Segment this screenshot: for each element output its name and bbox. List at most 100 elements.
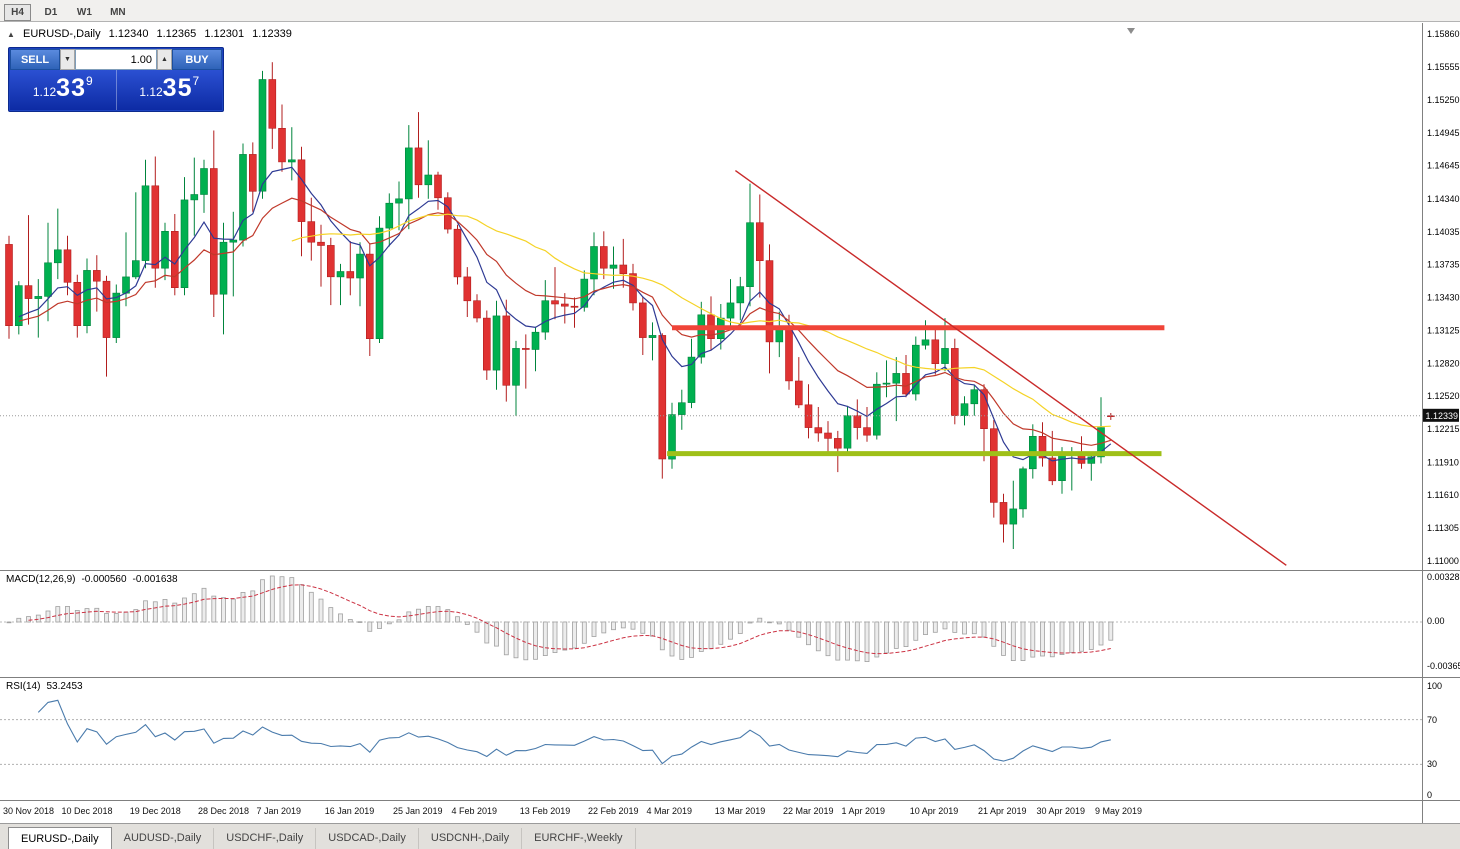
buy-price-sup: 7	[192, 74, 200, 88]
date-tick: 4 Feb 2019	[451, 806, 498, 816]
svg-text:1.11610: 1.11610	[1427, 490, 1459, 500]
tab-usdcad-daily[interactable]: USDCAD-,Daily	[316, 828, 419, 849]
date-tick: 4 Mar 2019	[646, 806, 693, 816]
symbol-marker-icon: ▲	[7, 30, 15, 39]
date-tick: 9 May 2019	[1095, 806, 1143, 816]
rsi-title: RSI(14)	[6, 681, 41, 692]
macd-scale-bottom: -0.003659	[1427, 661, 1460, 671]
ma-mid-red	[18, 197, 1111, 446]
tab-eurusd-daily[interactable]: EURUSD-,Daily	[8, 827, 112, 849]
price-scale[interactable]: 1.15860 1.15555 1.15250 1.14945 1.14645 1.143…	[1427, 29, 1460, 566]
svg-text:1.12339: 1.12339	[1426, 411, 1459, 421]
buy-price-display[interactable]: 1.12357	[117, 70, 223, 110]
date-tick: 16 Jan 2019	[324, 806, 375, 816]
ohlc-close: 1.12339	[252, 28, 292, 40]
date-axis[interactable]: 30 Nov 2018 10 Dec 2018 19 Dec 2018 28 Dec …	[0, 800, 1460, 824]
svg-text:1.11305: 1.11305	[1427, 523, 1459, 533]
sell-button[interactable]: SELL	[10, 49, 60, 70]
tab-usdchf-daily[interactable]: USDCHF-,Daily	[214, 828, 317, 849]
svg-text:1.15250: 1.15250	[1427, 95, 1460, 105]
chart-symbol-title: EURUSD-,Daily	[22, 28, 101, 40]
main-chart-panel: 1.15860 1.15555 1.15250 1.14945 1.14645 1.143…	[0, 23, 1460, 570]
chart-ohlc-header: ▲ EURUSD-,Daily 1.12340 1.12365 1.12301 …	[7, 28, 297, 40]
ohlc-open: 1.12340	[108, 28, 149, 40]
date-tick: 30 Nov 2018	[3, 806, 55, 816]
svg-text:1.13125: 1.13125	[1427, 326, 1460, 336]
macd-signal-line	[28, 584, 1111, 655]
macd-value-main: -0.000560	[81, 574, 127, 585]
volume-increase-button[interactable]: ▲	[157, 49, 172, 70]
current-price-badge: 1.12339	[1423, 408, 1459, 422]
macd-histogram	[6, 575, 1114, 662]
macd-header: MACD(12,26,9) -0.000560 -0.001638	[6, 574, 184, 585]
rsi-line	[37, 699, 1111, 765]
spinner-up-icon: ▲	[161, 56, 168, 63]
chart-shift-marker-icon[interactable]	[1127, 28, 1135, 34]
date-tick: 13 Feb 2019	[519, 806, 571, 816]
ma-fast-blue	[18, 166, 1112, 462]
timeframe-toolbar: H4 D1 W1 MN	[0, 0, 1460, 22]
svg-text:1.14945: 1.14945	[1427, 128, 1460, 138]
svg-text:1.13735: 1.13735	[1427, 259, 1460, 269]
symbol-tab-bar: EURUSD-,Daily AUDUSD-,Daily USDCHF-,Dail…	[0, 823, 1460, 849]
rsi-scale-70: 70	[1427, 715, 1438, 725]
date-tick: 25 Jan 2019	[393, 806, 443, 816]
spinner-down-icon: ▼	[64, 56, 71, 63]
date-tick: 28 Dec 2018	[198, 806, 250, 816]
volume-decrease-button[interactable]: ▼	[60, 49, 75, 70]
rsi-header: RSI(14) 53.2453	[6, 681, 89, 692]
one-click-trade-panel: SELL ▼ ▲ BUY 1.12339 1.12357	[8, 47, 224, 112]
date-tick: 22 Feb 2019	[588, 806, 639, 816]
axis-divider	[1422, 801, 1423, 824]
date-tick: 21 Apr 2019	[978, 806, 1027, 816]
date-tick: 10 Apr 2019	[909, 806, 959, 816]
date-tick: 13 Mar 2019	[714, 806, 766, 816]
date-tick: 30 Apr 2019	[1036, 806, 1086, 816]
rsi-value: 53.2453	[46, 681, 83, 692]
rsi-scale-0: 0	[1427, 790, 1433, 800]
price-chart: 1.15860 1.15555 1.15250 1.14945 1.14645 1.143…	[0, 23, 1460, 570]
tab-audusd-daily[interactable]: AUDUSD-,Daily	[112, 828, 215, 849]
svg-text:1.12520: 1.12520	[1427, 391, 1460, 401]
buy-price-big: 35	[162, 74, 193, 102]
svg-text:1.12215: 1.12215	[1427, 424, 1460, 434]
tab-usdcnh-daily[interactable]: USDCNH-,Daily	[419, 828, 523, 849]
sell-price-base: 1.12	[32, 85, 57, 99]
tab-eurchf-weekly[interactable]: EURCHF-,Weekly	[522, 828, 636, 849]
buy-button[interactable]: BUY	[172, 49, 222, 70]
rsi-chart	[0, 678, 1423, 800]
date-tick: 19 Dec 2018	[129, 806, 181, 816]
macd-scale-zero: 0.00	[1427, 616, 1445, 626]
buy-price-base: 1.12	[139, 85, 163, 99]
rsi-scale-30: 30	[1427, 759, 1438, 769]
svg-text:1.13430: 1.13430	[1427, 293, 1460, 303]
ohlc-high: 1.12365	[156, 28, 197, 40]
svg-text:1.11910: 1.11910	[1427, 457, 1459, 467]
rsi-panel: RSI(14) 53.2453 100 70 30 0	[0, 677, 1460, 800]
macd-chart	[0, 571, 1423, 677]
timeframe-h4-button[interactable]: H4	[4, 4, 31, 21]
date-tick: 7 Jan 2019	[256, 806, 302, 816]
volume-input[interactable]	[75, 49, 157, 70]
svg-text:1.14035: 1.14035	[1427, 227, 1460, 237]
timeframe-d1-button[interactable]: D1	[37, 4, 64, 21]
sell-price-display[interactable]: 1.12339	[10, 70, 117, 110]
svg-text:1.15860: 1.15860	[1427, 29, 1460, 39]
timeframe-w1-button[interactable]: W1	[71, 4, 98, 21]
macd-panel: MACD(12,26,9) -0.000560 -0.001638 0.003287…	[0, 570, 1460, 677]
rsi-scale-100: 100	[1427, 681, 1443, 691]
sell-price-big: 33	[56, 74, 86, 102]
svg-text:1.11000: 1.11000	[1427, 556, 1459, 566]
timeframe-mn-button[interactable]: MN	[104, 4, 131, 21]
date-tick: 22 Mar 2019	[783, 806, 834, 816]
macd-value-signal: -0.001638	[132, 574, 178, 585]
macd-scale-top: 0.003287	[1427, 572, 1460, 582]
svg-text:1.12820: 1.12820	[1427, 359, 1460, 369]
candlesticks	[5, 62, 1115, 549]
date-tick: 1 Apr 2019	[841, 806, 886, 816]
macd-title: MACD(12,26,9)	[6, 574, 76, 585]
descending-trendline[interactable]	[734, 170, 1287, 566]
date-tick: 10 Dec 2018	[61, 806, 113, 816]
svg-text:1.14645: 1.14645	[1427, 161, 1460, 171]
